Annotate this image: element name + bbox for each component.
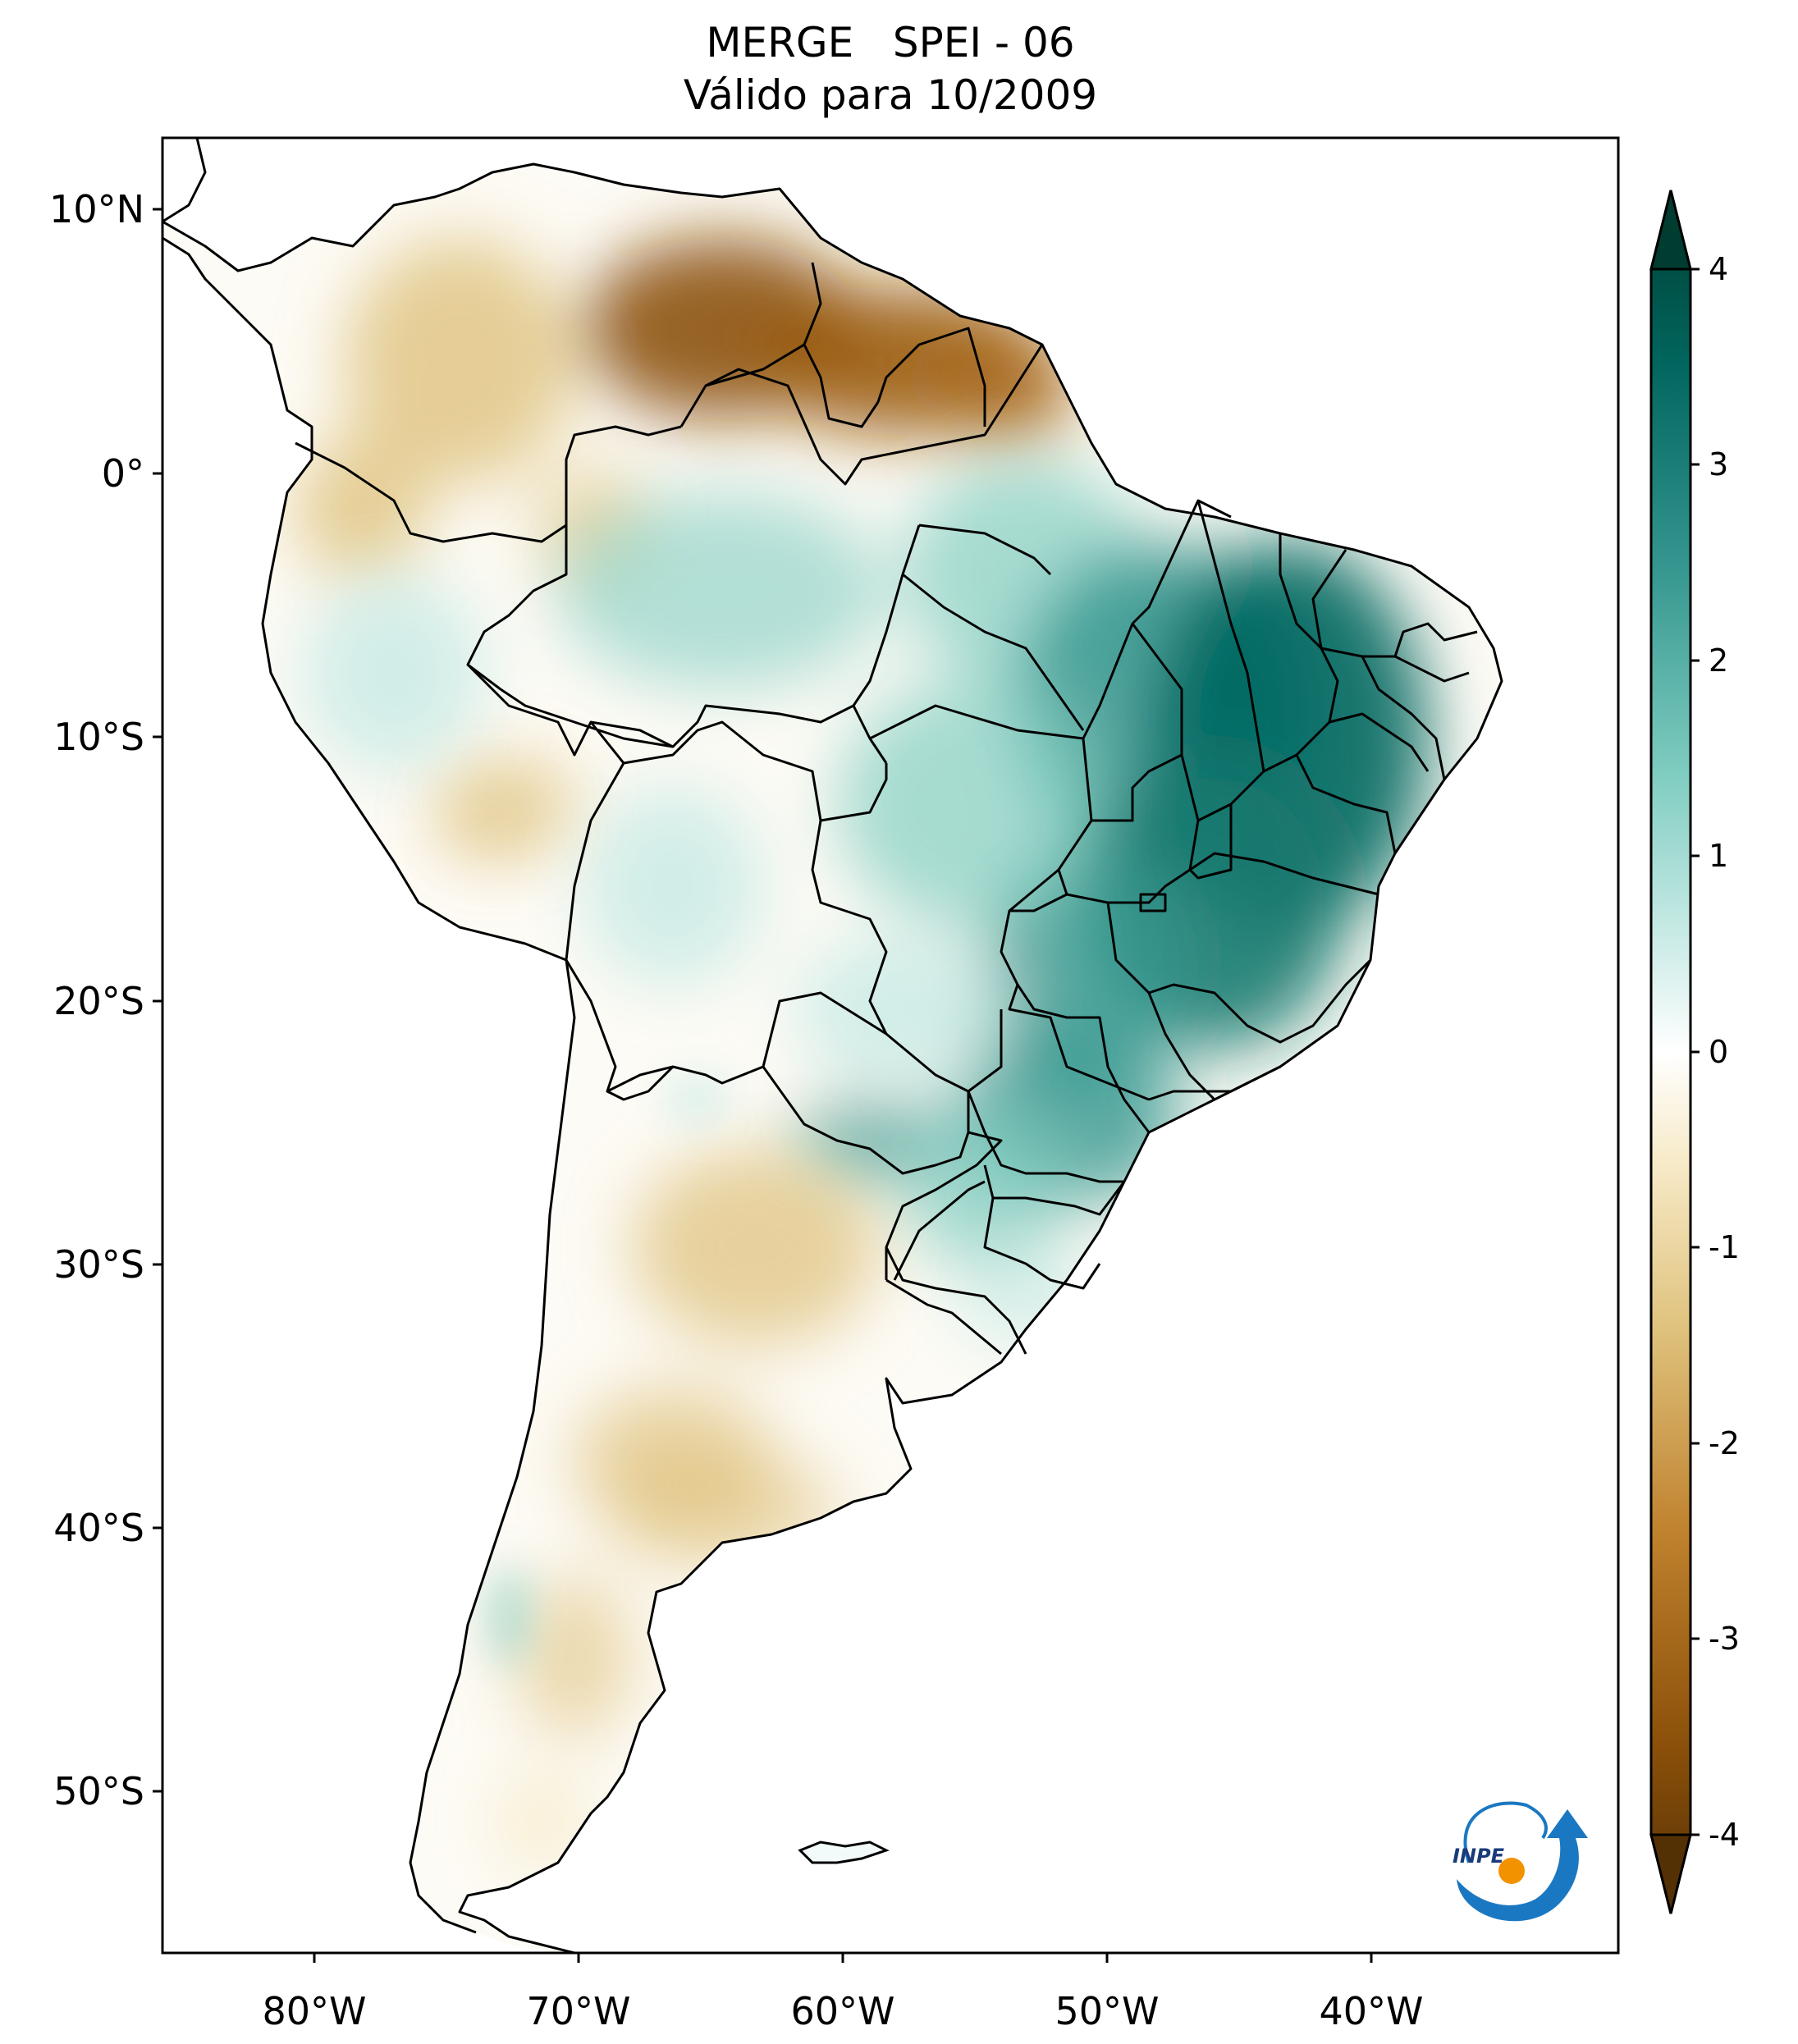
colorbar [1649, 190, 1700, 1914]
colorbar-tick-neg3: -3 [1709, 1621, 1740, 1657]
lat-tick-10s: 10°S [53, 715, 144, 759]
colorbar-extend-max [1649, 190, 1692, 271]
lon-tick-70w: 70°W [526, 1989, 631, 2033]
lon-tick-60w: 60°W [790, 1989, 895, 2033]
axis-ticks [153, 208, 1373, 1963]
colorbar-tick-neg4: -4 [1709, 1817, 1740, 1853]
colorbar-tick-1: 1 [1709, 838, 1729, 874]
map-frame [161, 136, 1620, 1955]
colorbar-tick-4: 4 [1709, 251, 1729, 287]
lon-tick-50w: 50°W [1055, 1989, 1160, 2033]
inpe-logo-text: INPE [1453, 1845, 1504, 1868]
lat-tick-40s: 40°S [53, 1506, 144, 1550]
lat-tick-0: 0° [101, 451, 144, 496]
colorbar-tick-2: 2 [1709, 642, 1729, 679]
lat-tick-20s: 20°S [53, 979, 144, 1023]
lat-tick-10n: 10°N [49, 187, 144, 231]
lat-tick-50s: 50°S [53, 1769, 144, 1813]
lat-tick-30s: 30°S [53, 1242, 144, 1287]
map-title-line-1: MERGE SPEI - 06 [706, 19, 1075, 66]
colorbar-tick-neg2: -2 [1709, 1425, 1740, 1461]
country-state-borders [295, 262, 1478, 1356]
colorbar-extend-min [1649, 1833, 1692, 1914]
colorbar-tick-3: 3 [1709, 446, 1729, 482]
colorbar-tick-neg1: -1 [1709, 1229, 1740, 1265]
lon-tick-80w: 80°W [262, 1989, 367, 2033]
colorbar-tick-0: 0 [1709, 1034, 1729, 1070]
map-title-line-2: Válido para 10/2009 [683, 71, 1098, 119]
lon-tick-40w: 40°W [1319, 1989, 1424, 2033]
inpe-logo-icon [1457, 1801, 1588, 1922]
